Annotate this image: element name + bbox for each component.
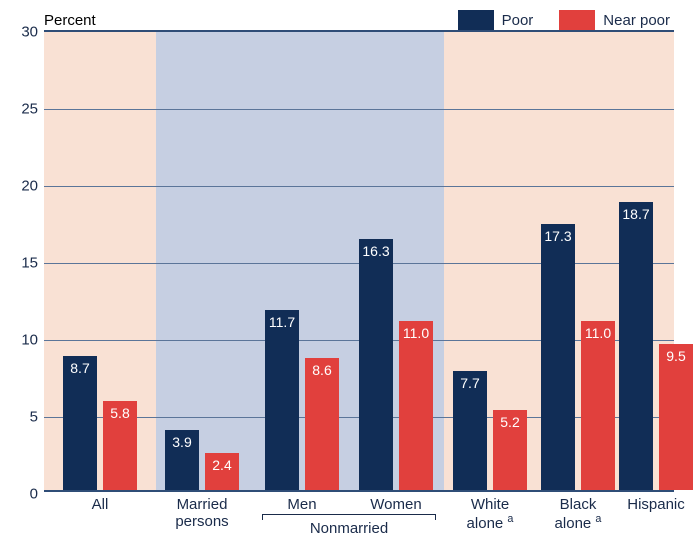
bar-poor: 3.9 [165,430,199,490]
bar-near-poor: 8.6 [305,358,339,490]
bar-near-poor: 2.4 [205,453,239,490]
bar-value-label: 16.3 [359,243,393,259]
y-tick-label: 10 [0,332,38,349]
x-tick-label: Married persons [152,496,252,531]
y-tick-label: 0 [0,486,38,503]
y-tick-label: 20 [0,178,38,195]
x-tick-label: Hispanic [606,496,700,513]
gridline [44,109,674,110]
legend-label: Near poor [603,12,670,29]
y-tick-label: 30 [0,24,38,41]
legend-label: Poor [502,12,534,29]
bar-value-label: 7.7 [453,375,487,391]
bar-value-label: 11.0 [581,325,615,341]
bar-poor: 17.3 [541,224,575,490]
bar-value-label: 9.5 [659,348,693,364]
bar-poor: 18.7 [619,202,653,490]
bar-value-label: 18.7 [619,206,653,222]
x-tick-label: Women [346,496,446,513]
bar-near-poor: 5.8 [103,401,137,490]
plot-area: 0510152025308.75.83.92.411.78.616.311.07… [44,30,674,492]
bar-near-poor: 9.5 [659,344,693,490]
bar-value-label: 11.0 [399,325,433,341]
bar-near-poor: 11.0 [399,321,433,490]
y-tick-label: 5 [0,409,38,426]
y-tick-label: 15 [0,255,38,272]
bar-value-label: 11.7 [265,314,299,330]
bar-poor: 7.7 [453,371,487,490]
bar-value-label: 5.2 [493,414,527,430]
poverty-chart: Percent Poor Near poor 0 5 10 15 20 25 30 8.7 5.8… [0,0,700,556]
bar-poor: 16.3 [359,239,393,490]
y-axis-title: Percent [44,12,96,29]
bar-poor: 11.7 [265,310,299,490]
bar-value-label: 3.9 [165,434,199,450]
bar-value-label: 2.4 [205,457,239,473]
legend-swatch [559,10,595,30]
y-tick-label: 25 [0,101,38,118]
background-band [44,32,156,490]
bar-value-label: 8.7 [63,360,97,376]
bar-value-label: 8.6 [305,362,339,378]
x-tick-label: Whitealone a [440,496,540,533]
legend-item: Near poor [559,10,670,30]
gridline [44,186,674,187]
x-tick-label: All [50,496,150,513]
bar-poor: 8.7 [63,356,97,490]
bar-near-poor: 5.2 [493,410,527,490]
legend: Poor Near poor [458,10,670,30]
legend-item: Poor [458,10,534,30]
legend-swatch [458,10,494,30]
nonmarried-label: Nonmarried [289,520,409,537]
x-tick-label: Men [252,496,352,513]
bar-value-label: 5.8 [103,405,137,421]
bar-near-poor: 11.0 [581,321,615,490]
bar-value-label: 17.3 [541,228,575,244]
